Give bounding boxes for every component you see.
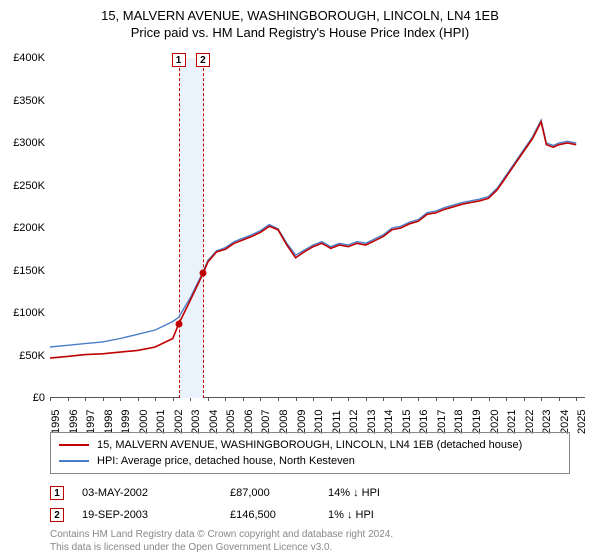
y-tick-label: £250K <box>0 180 45 192</box>
x-tick-label: 2022 <box>524 404 536 434</box>
title-line1: 15, MALVERN AVENUE, WASHINGBOROUGH, LINC… <box>0 8 600 23</box>
legend-box: 15, MALVERN AVENUE, WASHINGBOROUGH, LINC… <box>50 432 570 474</box>
x-tick-label: 1995 <box>50 404 62 434</box>
y-tick-label: £150K <box>0 265 45 277</box>
x-tick-label: 2021 <box>506 404 518 434</box>
container: 15, MALVERN AVENUE, WASHINGBOROUGH, LINC… <box>0 0 600 560</box>
vline-marker: 1 <box>172 53 186 67</box>
series-hpi <box>50 120 576 347</box>
footer-line2: This data is licensed under the Open Gov… <box>50 541 393 554</box>
y-tick-label: £50K <box>0 350 45 362</box>
sale-marker: 2 <box>50 508 64 522</box>
x-tick-label: 2019 <box>471 404 483 434</box>
sale-price: £87,000 <box>230 482 310 504</box>
line-series <box>50 58 585 398</box>
x-tick-label: 2004 <box>208 404 220 434</box>
vline-marker: 2 <box>196 53 210 67</box>
x-tick-label: 2011 <box>331 404 343 434</box>
x-tick-label: 2001 <box>155 404 167 434</box>
x-tick-label: 2014 <box>383 404 395 434</box>
x-tick-label: 2003 <box>190 404 202 434</box>
legend: 15, MALVERN AVENUE, WASHINGBOROUGH, LINC… <box>50 432 570 526</box>
x-tick-label: 2013 <box>366 404 378 434</box>
x-tick-label: 1998 <box>103 404 115 434</box>
plot: £0£50K£100K£150K£200K£250K£300K£350K£400… <box>50 58 585 398</box>
sale-row: 2 19-SEP-2003 £146,500 1% ↓ HPI <box>50 504 570 526</box>
x-tick-label: 1999 <box>120 404 132 434</box>
x-tick-label: 2023 <box>541 404 553 434</box>
y-tick-label: £200K <box>0 222 45 234</box>
x-tick-label: 2008 <box>278 404 290 434</box>
sale-diff: 14% ↓ HPI <box>328 482 448 504</box>
title-block: 15, MALVERN AVENUE, WASHINGBOROUGH, LINC… <box>0 0 600 40</box>
x-tick-label: 2007 <box>260 404 272 434</box>
sale-point <box>175 321 182 328</box>
x-tick-label: 2002 <box>173 404 185 434</box>
sale-rows: 1 03-MAY-2002 £87,000 14% ↓ HPI 2 19-SEP-2003… <box>50 482 570 526</box>
x-tick-label: 2005 <box>225 404 237 434</box>
x-tick-label: 1996 <box>68 404 80 434</box>
y-tick-label: £0 <box>0 392 45 404</box>
x-tick-label: 2018 <box>453 404 465 434</box>
footer: Contains HM Land Registry data © Crown c… <box>50 528 393 554</box>
y-tick-label: £300K <box>0 137 45 149</box>
series-property <box>50 122 576 358</box>
x-tick-label: 2000 <box>138 404 150 434</box>
sale-diff: 1% ↓ HPI <box>328 504 448 526</box>
x-tick-label: 2016 <box>418 404 430 434</box>
legend-label-property: 15, MALVERN AVENUE, WASHINGBOROUGH, LINC… <box>97 437 522 453</box>
legend-swatch-property <box>59 444 89 446</box>
y-tick-label: £350K <box>0 95 45 107</box>
x-tick-label: 2024 <box>559 404 571 434</box>
x-tick-label: 2017 <box>436 404 448 434</box>
legend-swatch-hpi <box>59 460 89 462</box>
legend-item-property: 15, MALVERN AVENUE, WASHINGBOROUGH, LINC… <box>59 437 561 453</box>
x-tick-label: 2009 <box>296 404 308 434</box>
sale-date: 19-SEP-2003 <box>82 504 212 526</box>
sale-marker: 1 <box>50 486 64 500</box>
legend-item-hpi: HPI: Average price, detached house, Nort… <box>59 453 561 469</box>
footer-line1: Contains HM Land Registry data © Crown c… <box>50 528 393 541</box>
legend-label-hpi: HPI: Average price, detached house, Nort… <box>97 453 355 469</box>
x-tick-label: 2010 <box>313 404 325 434</box>
sale-row: 1 03-MAY-2002 £87,000 14% ↓ HPI <box>50 482 570 504</box>
x-tick-label: 2025 <box>576 404 588 434</box>
y-tick-label: £100K <box>0 307 45 319</box>
sale-date: 03-MAY-2002 <box>82 482 212 504</box>
x-tick-label: 2006 <box>243 404 255 434</box>
title-line2: Price paid vs. HM Land Registry's House … <box>0 25 600 40</box>
y-tick-label: £400K <box>0 52 45 64</box>
x-tick-label: 2020 <box>489 404 501 434</box>
x-tick-label: 1997 <box>85 404 97 434</box>
chart-area: £0£50K£100K£150K£200K£250K£300K£350K£400… <box>50 58 585 418</box>
sale-price: £146,500 <box>230 504 310 526</box>
x-tick-label: 2015 <box>401 404 413 434</box>
sale-point <box>199 270 206 277</box>
x-tick-label: 2012 <box>348 404 360 434</box>
